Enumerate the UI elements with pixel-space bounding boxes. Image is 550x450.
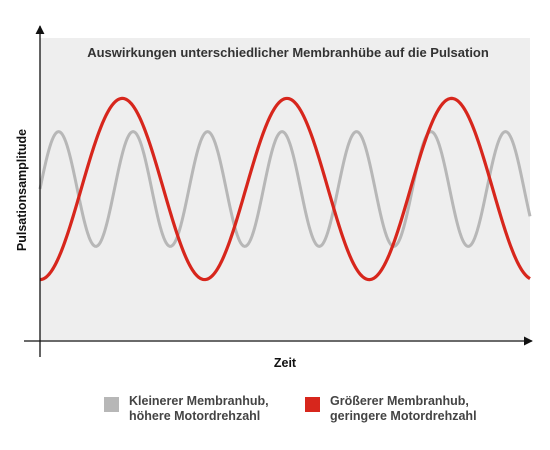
legend-label-line-1: Kleinerer Membranhub,: [129, 394, 269, 408]
series-line-large-stroke: [39, 96, 531, 282]
legend-label: Kleinerer Membranhub, höhere Motordrehza…: [129, 394, 269, 424]
chart-title: Auswirkungen unterschiedlicher Membranhü…: [87, 45, 489, 60]
legend-swatch-gray: [104, 397, 119, 412]
legend-item-large-stroke: Größerer Membranhub, geringere Motordreh…: [305, 394, 477, 424]
y-axis-label: Pulsationsamplitude: [15, 129, 29, 251]
legend-item-small-stroke: Kleinerer Membranhub, höhere Motordrehza…: [104, 394, 269, 424]
series-line-small-stroke: [38, 130, 532, 248]
x-axis-label: Zeit: [274, 356, 297, 370]
legend-label-line-2: höhere Motordrehzahl: [129, 409, 261, 423]
legend-swatch-red: [305, 397, 320, 412]
legend-label-line-2: geringere Motordrehzahl: [330, 409, 477, 423]
legend-label: Größerer Membranhub, geringere Motordreh…: [330, 394, 477, 424]
legend-label-line-1: Größerer Membranhub,: [330, 394, 469, 408]
